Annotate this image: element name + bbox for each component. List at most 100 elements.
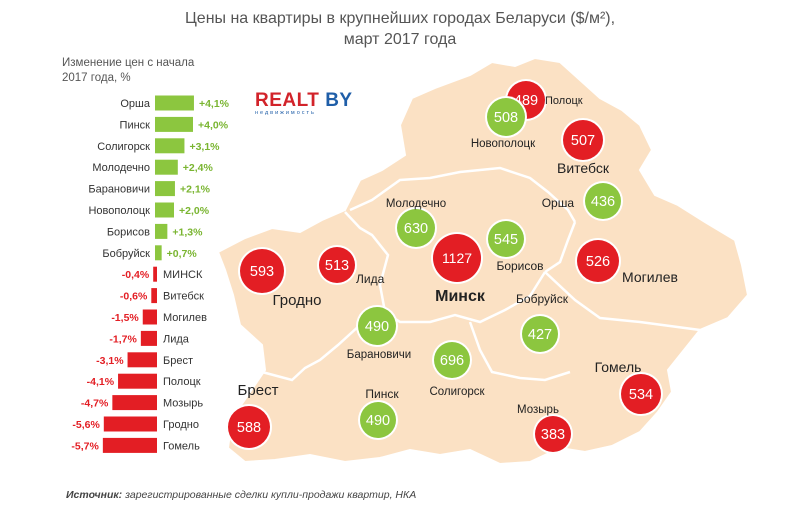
bar-value-label: -3,1% [96,355,124,367]
bar-negative [112,395,157,411]
bar-value-label: +4,0% [198,119,229,131]
source-text: зарегистрированные сделки купли-продажи … [125,489,417,501]
bar-negative [142,309,157,325]
bar-positive [155,116,193,132]
city-price-marker [433,234,481,282]
city-name-label: Брест [238,382,279,399]
city-price-label: 534 [629,387,653,403]
bar-value-label: +2,0% [179,205,210,217]
city-price-marker [319,247,355,283]
bar-category-label: Гродно [163,419,199,431]
source-label: Источник: [66,489,123,501]
city-price-marker [434,342,470,378]
city-name-label: Гродно [272,292,321,309]
bar-value-label: +1,3% [172,226,203,238]
subtitle-line-2: 2017 года, % [62,72,131,84]
region-borders [261,166,701,382]
city-name-label: Борисов [496,259,543,273]
city-name-label: Минск [435,288,486,305]
bar-category-label: Витебск [163,291,204,303]
bar-value-label: -4,1% [87,376,115,388]
logo-realt: REALT [255,90,320,111]
bar-value-label: -0,4% [122,269,150,281]
city-price-label: 588 [237,420,261,436]
city-price-marker [488,221,524,257]
city-price-marker [240,249,284,293]
bar-value-label: -1,5% [111,312,139,324]
bar-positive [155,95,194,111]
city-name-label: Мозырь [517,404,559,416]
bar-category-label: Молодечно [92,162,150,174]
city-price-marker [621,374,661,414]
bar-category-label: Бобруйск [102,248,150,260]
bar-category-label: Орша [120,98,150,110]
city-price-label: 383 [541,427,565,443]
city-price-marker [535,416,571,452]
bar-positive [155,223,168,239]
bar-value-label: +3,1% [189,141,220,153]
bar-category-label: МИНСК [163,269,203,281]
city-price-marker [487,98,525,136]
city-price-label: 630 [404,221,428,237]
bar-value-label: +2,1% [180,184,211,196]
city-name-label: Бобруйск [516,292,569,306]
source-note: Источник: зарегистрированные сделки купл… [66,489,416,501]
city-price-marker [577,240,619,282]
city-price-label: 490 [366,413,390,429]
city-price-label: 436 [591,194,615,210]
city-name-label: Гомель [595,359,642,375]
city-price-label: 507 [571,133,595,149]
city-price-label: 545 [494,232,518,248]
city-name-label: Орша [542,196,575,210]
bar-positive [155,138,185,154]
bar-negative [127,352,157,368]
title-line-2: март 2017 года [343,31,457,48]
city-price-marker [563,120,603,160]
bar-negative [140,330,157,346]
bar-negative [118,373,157,389]
subtitle-line-1: Изменение цен с начала [62,57,195,69]
city-price-marker [522,316,558,352]
bar-value-label: +4,1% [199,98,230,110]
title-line-1: Цены на квартиры в крупнейших городах Бе… [184,10,616,27]
bar-value-label: -0,6% [120,291,148,303]
city-price-label: 427 [528,327,552,343]
city-name-label: Пинск [365,387,399,401]
bar-negative [151,288,157,304]
bar-value-label: +2,4% [183,162,214,174]
city-name-label: Молодечно [386,198,446,210]
bar-value-label: -1,7% [109,333,137,345]
city-price-marker [585,183,621,219]
city-name-label: Лида [356,272,385,286]
bar-category-label: Борисов [107,226,150,238]
city-price-marker [228,406,270,448]
city-price-label: 526 [586,254,610,270]
logo-tagline: недвижимость [255,110,316,116]
bar-positive [155,181,175,197]
price-change-bars: Орша +4,1% Пинск +4,0% Солигорск +3,1% Молодеч… [71,95,230,453]
city-price-label: 508 [494,110,518,126]
bar-category-label: Могилев [163,312,207,324]
bar-value-label: -5,7% [71,440,99,452]
city-name-label: Витебск [557,160,610,176]
bar-category-label: Новополоцк [88,205,150,217]
bar-value-label: -5,6% [72,419,100,431]
city-name-label: Могилев [622,269,678,285]
city-name-label: Новополоцк [471,138,536,150]
city-name-label: Полоцк [545,95,583,107]
city-price-marker [360,402,396,438]
city-price-marker [397,209,435,247]
city-name-label: Барановичи [347,349,411,361]
bar-negative [103,416,157,432]
bar-negative [153,266,157,282]
bar-positive [155,159,178,175]
bar-category-label: Гомель [163,440,200,452]
belarus-map-outline [216,56,750,466]
city-price-marker [358,307,396,345]
bar-category-label: Брест [163,355,193,367]
realt-by-logo: REALT BY недвижимость [255,90,353,116]
bar-positive [155,245,162,261]
bar-category-label: Полоцк [163,376,201,388]
